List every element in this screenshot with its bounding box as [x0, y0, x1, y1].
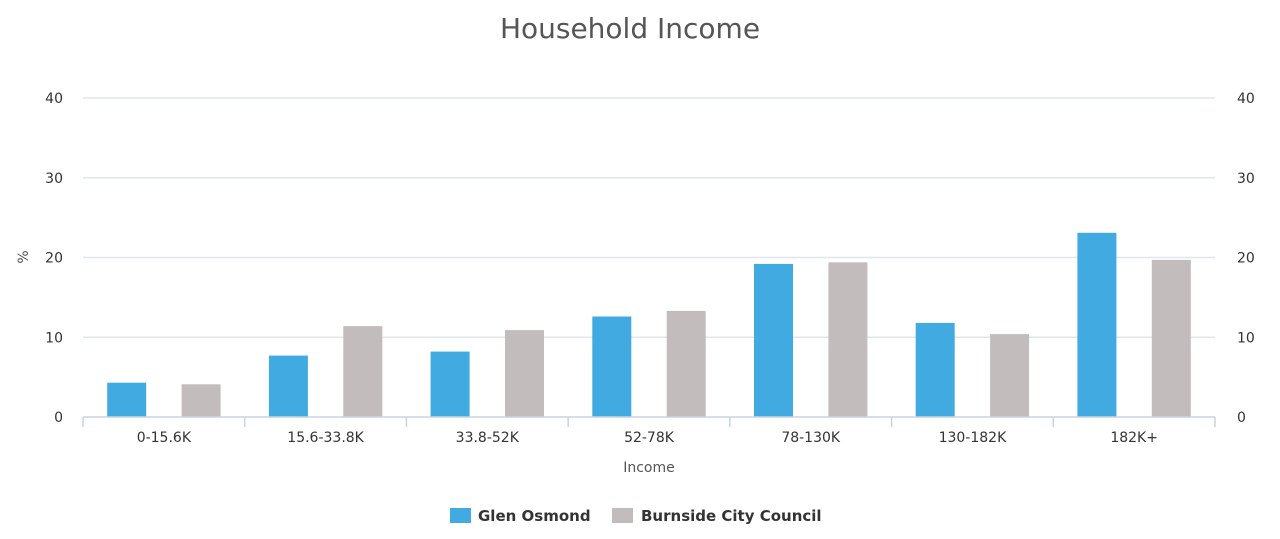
bar-burnside-city-council[interactable] — [505, 330, 544, 417]
chart-title: Household Income — [500, 12, 760, 45]
x-axis-title: Income — [623, 460, 675, 476]
x-tick-label: 33.8-52K — [456, 430, 520, 446]
x-tick-label: 182K+ — [1110, 430, 1158, 446]
legend-label-glen-osmond: Glen Osmond — [478, 507, 591, 525]
bar-burnside-city-council[interactable] — [343, 326, 383, 417]
bar-glen-osmond[interactable] — [268, 355, 308, 417]
x-axis-ticks: 0-15.6K 15.6-33.8K 33.8-52K 52-78K 78-130K 13… — [137, 430, 1158, 446]
y-tick-label: 30 — [45, 171, 63, 187]
bars — [107, 232, 1191, 418]
legend-swatch-glen-osmond — [450, 508, 471, 523]
gridlines — [83, 97, 1215, 338]
bar-burnside-city-council[interactable] — [1151, 259, 1191, 417]
y-axis-ticks: 0 10 20 30 40 — [45, 91, 63, 426]
y2-tick-label: 20 — [1237, 251, 1255, 267]
bar-glen-osmond[interactable] — [1077, 232, 1117, 417]
y2-tick-label: 10 — [1237, 330, 1255, 346]
legend-swatch-burnside-city-council — [612, 508, 633, 523]
y-axis-title: % — [16, 250, 32, 263]
legend-item-glen-osmond[interactable]: Glen Osmond — [450, 507, 591, 525]
y2-tick-label: 40 — [1237, 91, 1255, 107]
y2-axis-ticks: 0 10 20 30 40 — [1237, 91, 1255, 426]
bar-burnside-city-council[interactable] — [990, 334, 1030, 417]
bar-burnside-city-council[interactable] — [666, 310, 706, 417]
legend-item-burnside-city-council[interactable]: Burnside City Council — [612, 507, 822, 525]
x-tick-label: 78-130K — [781, 430, 841, 446]
bar-glen-osmond[interactable] — [754, 263, 793, 417]
bar-burnside-city-council[interactable] — [828, 262, 868, 417]
y-tick-label: 40 — [45, 91, 63, 107]
x-tick-label: 0-15.6K — [137, 430, 192, 446]
bar-glen-osmond[interactable] — [592, 316, 632, 418]
x-axis — [82, 416, 1216, 427]
y-tick-label: 0 — [54, 410, 63, 426]
x-tick-label: 52-78K — [624, 430, 675, 446]
y-tick-label: 20 — [45, 251, 63, 267]
y2-tick-label: 0 — [1237, 410, 1246, 426]
bar-glen-osmond[interactable] — [915, 322, 955, 417]
y-tick-label: 10 — [45, 330, 63, 346]
legend: Glen Osmond Burnside City Council — [450, 507, 822, 525]
bar-burnside-city-council[interactable] — [181, 384, 221, 417]
x-tick-label: 130-182K — [939, 430, 1007, 446]
x-tick-label: 15.6-33.8K — [287, 430, 364, 446]
bar-glen-osmond[interactable] — [430, 351, 470, 417]
bar-glen-osmond[interactable] — [107, 382, 147, 417]
y2-tick-label: 30 — [1237, 171, 1255, 187]
legend-label-burnside-city-council: Burnside City Council — [641, 507, 822, 525]
